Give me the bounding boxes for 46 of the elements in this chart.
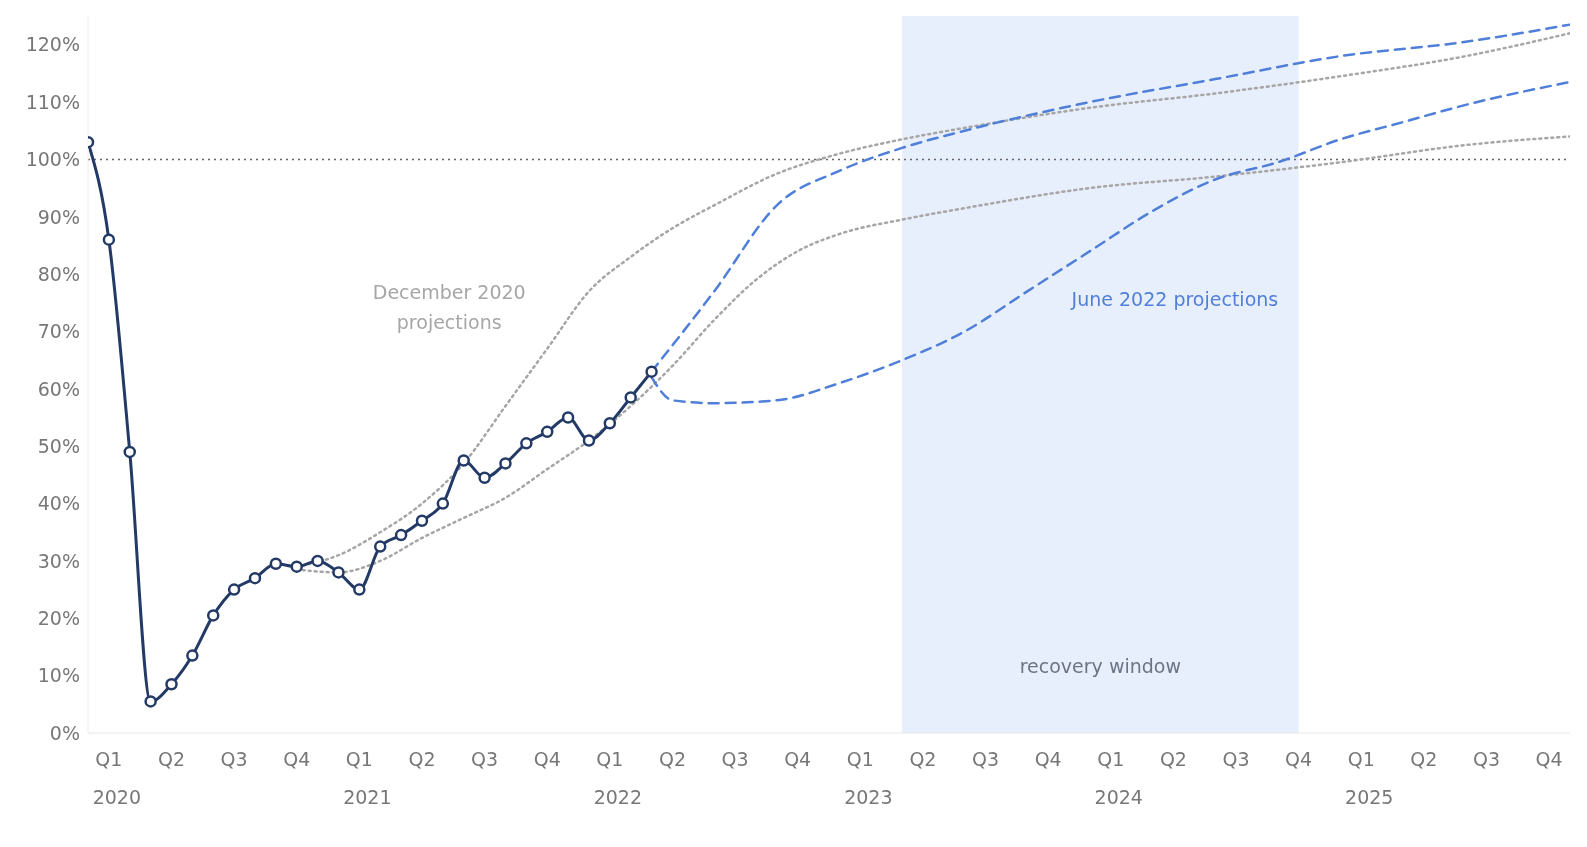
x-tick-label: Q3 — [220, 748, 248, 771]
x-tick-label: Q2 — [408, 748, 436, 771]
y-tick-label: 30% — [37, 549, 80, 572]
y-tick-label: 40% — [37, 492, 80, 515]
x2-tick-label: 2022 — [593, 786, 643, 809]
x-tick-label: Q1 — [95, 748, 123, 771]
y-tick-label: 110% — [25, 90, 80, 113]
x-tick-label: Q4 — [1285, 748, 1313, 771]
x-tick-label: Q1 — [846, 748, 874, 771]
x-tick-label: Q3 — [1472, 748, 1501, 771]
x2-tick-label: 2020 — [92, 786, 142, 809]
x-tick-label: Q3 — [471, 748, 499, 771]
x2-tick-label: 2024 — [1094, 786, 1143, 809]
x-tick-label: Q1 — [596, 748, 624, 771]
y-tick-label: 90% — [37, 205, 80, 228]
y-tick-label: 20% — [37, 607, 80, 630]
y-tick-label: 100% — [25, 148, 80, 171]
y-tick-label: 70% — [37, 320, 80, 343]
y-tick-label: 80% — [37, 262, 80, 285]
y-tick-label: 50% — [37, 434, 80, 457]
x-tick-label: Q3 — [1222, 748, 1250, 771]
x-tick-label: Q4 — [533, 748, 561, 771]
x2-tick-label: 2021 — [343, 786, 392, 809]
x-tick-label: Q2 — [157, 748, 186, 771]
x-tick-label: Q4 — [784, 748, 812, 771]
x-tick-label: Q2 — [909, 748, 937, 771]
x-tick-label: Q4 — [1034, 748, 1062, 771]
x-tick-label: Q2 — [658, 748, 686, 771]
x-tick-label: Q3 — [721, 748, 749, 771]
series-label: December 2020 projections — [372, 280, 526, 333]
x-tick-label: Q4 — [283, 748, 311, 771]
x-tick-label: Q1 — [1347, 748, 1375, 771]
series-label: June 2022 projections — [1070, 288, 1279, 311]
x-tick-label: Q4 — [1535, 748, 1563, 771]
y-tick-label: 120% — [25, 33, 80, 56]
y-tick-label: 0% — [49, 721, 80, 744]
y-tick-label: 10% — [37, 664, 80, 687]
x2-tick-label: 2023 — [844, 786, 893, 809]
x-tick-label: Q1 — [1097, 748, 1125, 771]
band-label: recovery window — [1019, 655, 1181, 677]
x2-tick-label: 2025 — [1345, 786, 1394, 809]
x-tick-label: Q2 — [1410, 748, 1438, 771]
x-tick-label: Q3 — [972, 748, 1000, 771]
x-tick-label: Q1 — [345, 748, 373, 771]
x-tick-label: Q2 — [1159, 748, 1187, 771]
y-tick-label: 60% — [37, 377, 80, 400]
